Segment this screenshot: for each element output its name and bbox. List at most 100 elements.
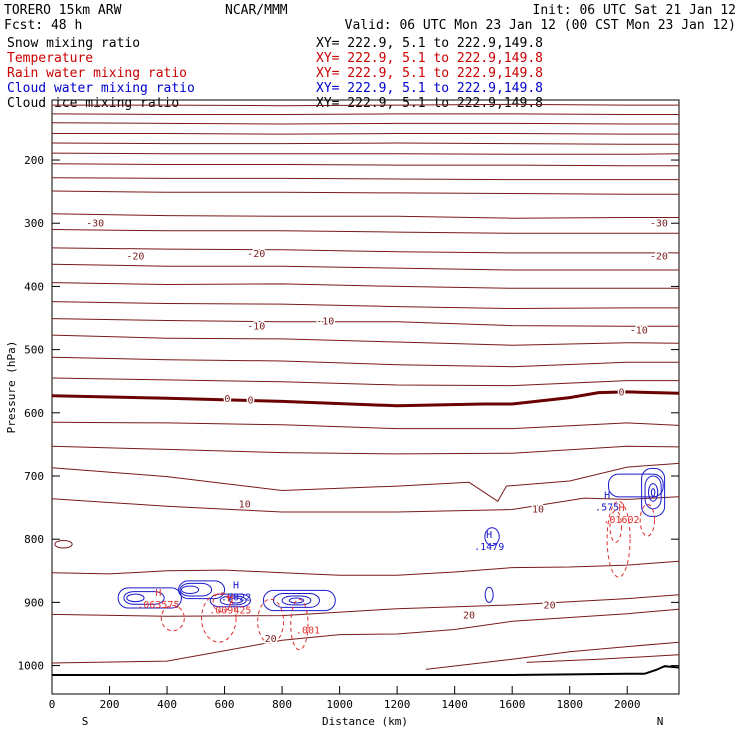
- temperature-contour: [51, 282, 679, 289]
- temperature-contour: [51, 462, 680, 503]
- legend-field-xy: XY= 222.9, 5.1 to 222.9,149.8: [316, 66, 543, 81]
- legend-field-xy: XY= 222.9, 5.1 to 222.9,149.8: [316, 51, 543, 66]
- temperature-contour-label: 20: [544, 600, 556, 611]
- cloud-water-contour: [209, 593, 251, 608]
- cloud-water-contour: [123, 591, 165, 605]
- x-tick-label: 2000: [614, 698, 641, 711]
- cloud-water-contour: [179, 582, 213, 597]
- temperature-closed-contour: [54, 539, 73, 549]
- x-tick-label: 1600: [499, 698, 526, 711]
- temperature-contour: [51, 113, 679, 115]
- temperature-contour-label: 0: [618, 387, 624, 398]
- terrain-line: [52, 665, 680, 676]
- valid-time: Valid: 06 UTC Mon 23 Jan 12 (00 CST Mon …: [345, 18, 736, 33]
- forecast-hour: Fcst: 48 h: [4, 18, 82, 33]
- temperature-contour: [51, 163, 679, 167]
- temperature-contour: [51, 496, 680, 513]
- maximum-marker: H: [227, 593, 233, 604]
- y-tick-label: 1000: [18, 660, 45, 673]
- rain-water-contour: [639, 503, 656, 537]
- x-tick-label: 1200: [384, 698, 411, 711]
- temperature-contour: [51, 318, 679, 327]
- y-tick-label: 600: [24, 407, 44, 420]
- plot-area: -30 -30 -20 -20 -20 -10 -10 -10 0 0 0 10 10 20 20 20 H.…: [51, 99, 680, 695]
- temperature-contour: [51, 445, 680, 455]
- y-tick-label: 700: [24, 470, 44, 483]
- cloud-water-contour: [484, 586, 494, 603]
- y-axis-label: Pressure (hPa): [5, 341, 18, 434]
- header-block: TORERO 15km ARW NCAR/MMM Init: 06 UTC Sa…: [4, 3, 736, 33]
- temperature-contour-label: -10: [247, 322, 265, 333]
- temperature-labels: -30 -30 -20 -20 -20 -10 -10 -10 0 0 0 10 10 20 20 20: [85, 217, 670, 646]
- cloud-water-contour: [608, 473, 664, 498]
- y-tick-label: 900: [24, 596, 44, 609]
- temperature-contour: [526, 654, 680, 663]
- cloud-water-contour: [644, 475, 662, 510]
- temperature-contour: [51, 560, 680, 576]
- cloud-water-contours: [117, 467, 666, 612]
- model-title: TORERO 15km ARW: [4, 3, 122, 18]
- temperature-contour-label: -10: [630, 326, 648, 337]
- temperature-contour: [51, 608, 680, 664]
- rain-water-contour: [201, 593, 237, 643]
- y-tick-label: 800: [24, 533, 44, 546]
- temperature-contour-label: 0: [247, 396, 253, 407]
- cloud-water-contour: [650, 488, 656, 497]
- cloud-water-contour: [288, 597, 305, 604]
- temperature-contour-label: -30: [650, 219, 668, 230]
- temperature-contour: [51, 142, 679, 145]
- legend-field-xy: XY= 222.9, 5.1 to 222.9,149.8: [316, 36, 543, 51]
- legend-field-name: Snow mixing ratio: [7, 36, 140, 51]
- temperature-contour-label: -20: [126, 252, 144, 263]
- legend-field-name: Rain water mixing ratio: [7, 66, 187, 81]
- temperature-contour: [51, 247, 679, 254]
- temperature-contour: [51, 263, 679, 271]
- cloud-water-contour: [229, 597, 243, 604]
- temperature-contour-label: -30: [86, 219, 104, 230]
- x-tick-label: 800: [272, 698, 292, 711]
- temperature-contour: [51, 377, 679, 387]
- cloud-water-contour: [484, 527, 500, 547]
- maximum-marker: H: [618, 503, 624, 514]
- field-legend: Snow mixing ratio XY= 222.9, 5.1 to 222.9…: [7, 36, 543, 111]
- temperature-contours: [51, 103, 680, 670]
- rain-water-contour: [160, 605, 185, 632]
- temperature-contour: [52, 103, 679, 107]
- rain-water-contours: [160, 500, 656, 651]
- y-tick-label: 400: [24, 280, 44, 293]
- x-axis-label: Distance (km): [322, 715, 408, 728]
- center-title: NCAR/MMM: [225, 3, 288, 18]
- temperature-contour: [51, 122, 679, 125]
- legend-field-xy: XY= 222.9, 5.1 to 222.9,149.8: [316, 81, 543, 96]
- y-tick-label: 300: [24, 217, 44, 230]
- temperature-contour: [51, 229, 679, 234]
- cloud-water-contour: [272, 593, 320, 608]
- cloud-water-contour: [262, 589, 336, 612]
- temperature-contour: [51, 152, 680, 155]
- x-tick-label: 1400: [441, 698, 468, 711]
- temperature-contour-label: 10: [239, 499, 251, 510]
- rain-water-contour: [609, 510, 622, 543]
- south-end-label: S: [82, 715, 89, 728]
- x-tick-label: 400: [157, 698, 177, 711]
- legend-field-name: Cloud ice mixing ratio: [7, 96, 179, 111]
- temperature-contour-label: 10: [532, 504, 544, 515]
- x-tick-label: 0: [49, 698, 56, 711]
- temperature-contour: [52, 133, 679, 135]
- maximum-value: .001: [296, 625, 320, 636]
- terrain-surface: [52, 665, 680, 676]
- maximum-marker: H: [486, 530, 492, 541]
- temperature-contour: [51, 356, 679, 368]
- cloud-water-contour: [178, 580, 226, 600]
- maximum-value: .575: [595, 502, 619, 513]
- init-time: Init: 06 UTC Sat 21 Jan 12: [533, 3, 737, 18]
- x-tick-label: 1800: [556, 698, 583, 711]
- temperature-contour-label: 20: [265, 634, 277, 645]
- maximum-value: .1479: [474, 542, 504, 553]
- temperature-contour: [425, 641, 680, 670]
- north-end-label: N: [657, 715, 664, 728]
- temperature-contour: [51, 177, 679, 181]
